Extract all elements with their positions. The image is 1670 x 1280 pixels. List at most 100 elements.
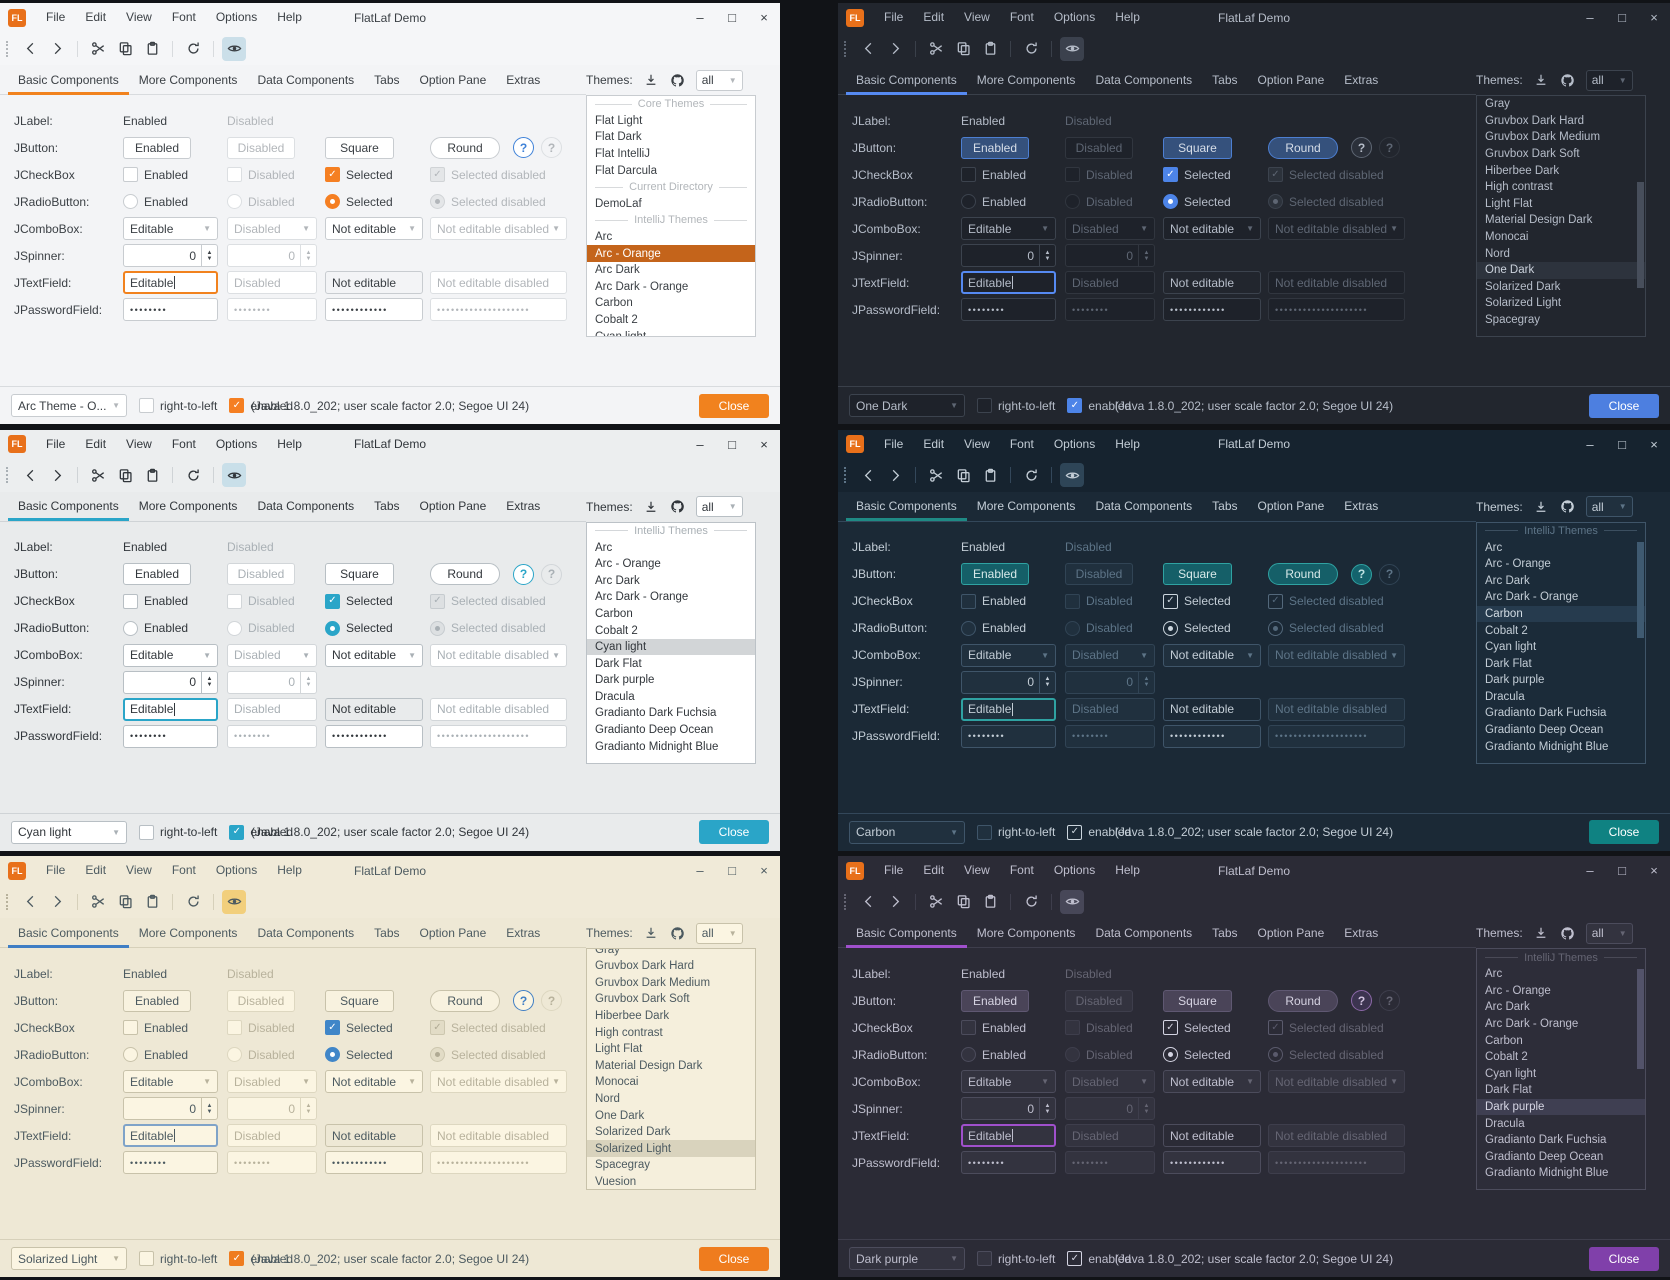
checkbox-selected[interactable]: ✓ Selected — [1163, 593, 1261, 609]
theme-list-item[interactable]: Arc — [1485, 541, 1503, 554]
refresh-icon[interactable] — [181, 463, 205, 487]
spinner-up-icon[interactable]: ▲ — [206, 676, 213, 683]
textfield-editable[interactable]: Editable — [961, 1124, 1056, 1148]
menu-font[interactable]: Font — [171, 436, 196, 451]
spinner-down-icon[interactable]: ▼ — [206, 1108, 213, 1115]
forward-button[interactable] — [883, 37, 907, 61]
theme-list-item[interactable]: Gradianto Deep Ocean — [595, 724, 714, 737]
spinner-down-icon[interactable]: ▼ — [206, 255, 213, 262]
enabled-checkbox[interactable]: ✓ enabled — [1067, 824, 1131, 840]
tab-basic-components[interactable]: Basic Components — [846, 65, 967, 95]
passwordfield-not-editable[interactable]: •••••••••••• — [325, 1151, 423, 1175]
tab-data-components[interactable]: Data Components — [1095, 499, 1193, 514]
close-window-button[interactable]: × — [1650, 863, 1658, 879]
theme-list-item[interactable]: Arc Dark — [595, 264, 640, 277]
cut-icon[interactable] — [86, 890, 110, 914]
copy-icon[interactable] — [113, 890, 137, 914]
tab-option-pane[interactable]: Option Pane — [419, 925, 487, 940]
menu-edit[interactable]: Edit — [923, 436, 945, 451]
theme-list-item[interactable]: High contrast — [595, 1026, 663, 1039]
theme-list-item[interactable]: Monocai — [1485, 231, 1529, 244]
back-button[interactable] — [856, 37, 880, 61]
theme-list-item[interactable]: Gray — [595, 948, 620, 956]
menu-font[interactable]: Font — [1009, 10, 1034, 24]
textfield-not-editable[interactable]: Not editable — [325, 271, 423, 294]
textfield-not-editable[interactable]: Not editable — [1163, 697, 1261, 721]
theme-list-item[interactable]: Gradianto Deep Ocean — [1485, 1150, 1604, 1163]
theme-list-item[interactable]: Solarized Dark — [1485, 280, 1561, 293]
theme-combo[interactable]: Solarized Light ▼ — [11, 1247, 127, 1271]
cut-icon[interactable] — [86, 463, 110, 487]
menu-help[interactable]: Help — [277, 436, 302, 451]
theme-list-item[interactable]: Arc Dark — [595, 574, 640, 587]
tab-more-components[interactable]: More Components — [138, 72, 238, 87]
tab-option-pane[interactable]: Option Pane — [1257, 72, 1325, 87]
theme-list-item[interactable]: Arc Dark - Orange — [595, 280, 689, 293]
menu-font[interactable]: Font — [1009, 863, 1034, 878]
radio-enabled[interactable]: Enabled — [123, 620, 218, 636]
theme-list[interactable]: Core Themes Flat Light Flat Dark Flat Intel… — [586, 95, 756, 337]
eye-toggle-button[interactable] — [1060, 36, 1084, 61]
tab-basic-components[interactable]: Basic Components — [846, 491, 967, 521]
theme-list-item[interactable]: Spacegray — [595, 1159, 650, 1172]
theme-list-item[interactable]: Arc — [595, 231, 613, 244]
theme-list-item[interactable]: Material Design Dark — [1485, 214, 1593, 227]
theme-list-item[interactable]: Gruvbox Dark Hard — [595, 960, 695, 973]
theme-list-item[interactable]: Arc Dark - Orange — [595, 591, 689, 604]
combobox-editable[interactable]: Editable ▼ — [123, 643, 218, 667]
combobox-not-editable[interactable]: Not editable ▼ — [325, 1070, 423, 1094]
rtl-checkbox[interactable]: right-to-left — [977, 1251, 1055, 1267]
spinner-up-icon[interactable]: ▲ — [1044, 676, 1051, 683]
theme-list-item[interactable]: Gruvbox Dark Medium — [1485, 131, 1601, 144]
github-icon[interactable] — [1559, 498, 1577, 516]
checkbox-selected[interactable]: ✓ Selected — [325, 167, 423, 182]
eye-toggle-button[interactable] — [222, 463, 246, 488]
theme-list-item[interactable]: Carbon — [595, 297, 633, 310]
checkbox-enabled[interactable]: Enabled — [961, 593, 1056, 609]
theme-list[interactable]: Gray Gruvbox Dark Hard Gruvbox Dark Medium… — [1476, 95, 1646, 337]
forward-button[interactable] — [45, 463, 69, 487]
refresh-icon[interactable] — [1019, 37, 1043, 61]
checkbox-enabled[interactable]: Enabled — [961, 167, 1056, 182]
tab-extras[interactable]: Extras — [1344, 72, 1379, 87]
theme-list-item[interactable]: Arc - Orange — [1485, 558, 1551, 571]
rtl-checkbox[interactable]: right-to-left — [139, 1251, 217, 1267]
combobox-editable[interactable]: Editable ▼ — [961, 217, 1056, 240]
combobox-editable[interactable]: Editable ▼ — [961, 643, 1056, 667]
radio-selected[interactable]: Selected — [325, 620, 423, 636]
spinner-up-icon[interactable]: ▲ — [206, 249, 213, 256]
close-button[interactable]: Close — [699, 820, 769, 845]
tab-extras[interactable]: Extras — [1344, 499, 1379, 514]
back-button[interactable] — [856, 890, 880, 914]
refresh-icon[interactable] — [181, 890, 205, 914]
minimize-button[interactable]: – — [1586, 10, 1594, 25]
passwordfield-not-editable[interactable]: •••••••••••• — [1163, 724, 1261, 748]
copy-icon[interactable] — [113, 463, 137, 487]
cut-icon[interactable] — [86, 37, 110, 61]
forward-button[interactable] — [883, 463, 907, 487]
spinner-down-icon[interactable]: ▼ — [1044, 682, 1051, 689]
theme-list-item[interactable]: Gradianto Dark Fuchsia — [595, 707, 717, 720]
theme-list-item[interactable]: Nord — [1485, 247, 1510, 260]
theme-list-item[interactable]: Gruvbox Dark Hard — [1485, 114, 1585, 127]
back-button[interactable] — [18, 890, 42, 914]
menu-view[interactable]: View — [126, 436, 152, 451]
eye-toggle-button[interactable] — [222, 889, 246, 914]
tab-basic-components[interactable]: Basic Components — [8, 65, 129, 95]
tab-option-pane[interactable]: Option Pane — [1257, 499, 1325, 514]
close-button[interactable]: Close — [1589, 1246, 1659, 1271]
theme-list-item[interactable]: Gradianto Midnight Blue — [1485, 1167, 1609, 1180]
checkbox-selected[interactable]: ✓ Selected — [325, 593, 423, 609]
theme-list-item[interactable]: Gradianto Dark Fuchsia — [1485, 707, 1607, 720]
help-button[interactable]: ? — [1351, 990, 1372, 1012]
theme-list[interactable]: IntelliJ Themes Arc Arc - Orange Arc Dark Ar… — [1476, 948, 1646, 1191]
tab-more-components[interactable]: More Components — [976, 499, 1076, 514]
enabled-button[interactable]: Enabled — [961, 563, 1029, 586]
enabled-button[interactable]: Enabled — [123, 136, 191, 159]
spinner-down-icon[interactable]: ▼ — [1044, 255, 1051, 262]
theme-list-item[interactable]: Hiberbee Dark — [1485, 164, 1560, 177]
theme-list-item[interactable]: Flat IntelliJ — [595, 148, 650, 161]
menu-edit[interactable]: Edit — [923, 10, 945, 24]
square-button[interactable]: Square — [325, 563, 394, 586]
menu-help[interactable]: Help — [1115, 436, 1140, 451]
